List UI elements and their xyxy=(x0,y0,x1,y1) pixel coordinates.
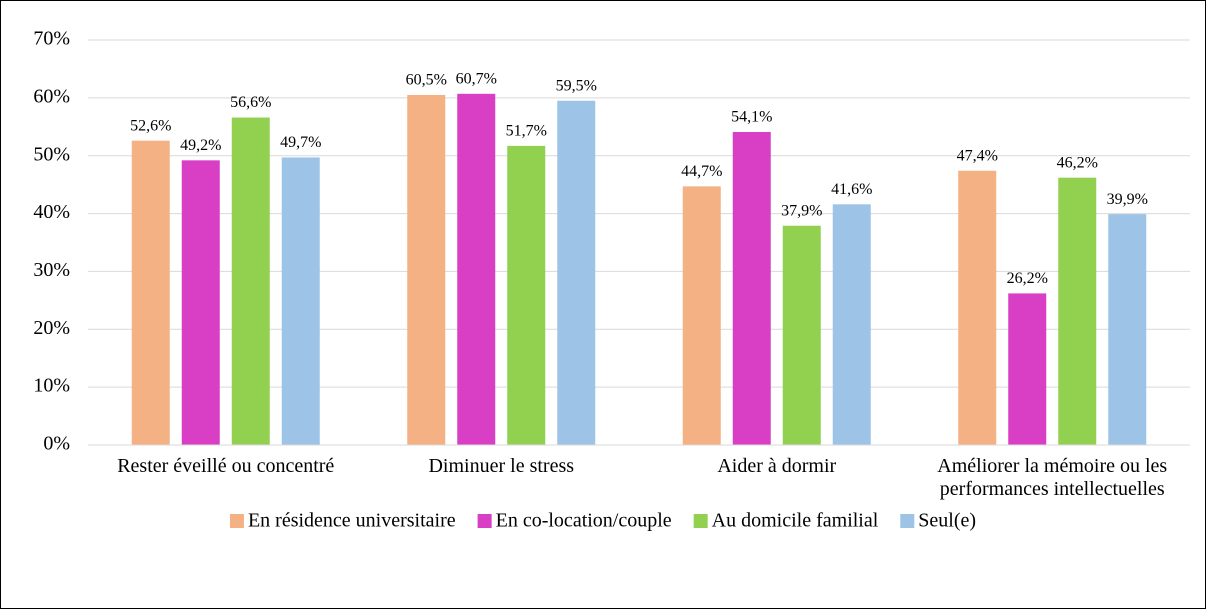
x-tick-label-box: Améliorer la mémoire ou les performances… xyxy=(937,455,1168,500)
value-label: 37,9% xyxy=(781,202,822,219)
legend-item: Seul(e) xyxy=(900,510,976,532)
bar xyxy=(231,117,270,446)
value-label: 47,4% xyxy=(957,147,998,164)
x-tick-label: Rester éveillé ou concentré xyxy=(117,455,335,477)
y-tick-label: 10% xyxy=(33,375,70,397)
bar xyxy=(732,131,771,445)
x-tick-label: Diminuer le stress xyxy=(428,455,575,477)
bar xyxy=(782,225,821,445)
x-tick-label: Améliorer la mémoire ou les performances… xyxy=(937,455,1168,500)
value-label: 46,2% xyxy=(1057,154,1098,171)
value-label: 26,2% xyxy=(1007,270,1048,287)
bar xyxy=(181,160,220,446)
bar xyxy=(1108,214,1147,445)
y-tick-label: 30% xyxy=(33,259,70,281)
legend-label: En résidence universitaire xyxy=(248,510,456,532)
bar xyxy=(281,157,320,445)
bar xyxy=(832,204,871,445)
x-tick-label: Aider à dormir xyxy=(717,455,837,477)
legend-item: En co-location/couple xyxy=(477,510,672,532)
bar xyxy=(958,170,997,445)
x-tick-label-box: Diminuer le stress xyxy=(428,455,575,477)
legend-swatch xyxy=(477,514,492,528)
y-tick-label: 20% xyxy=(33,317,70,339)
bar xyxy=(557,100,596,445)
value-label: 52,6% xyxy=(130,117,171,134)
value-label: 49,7% xyxy=(280,134,321,151)
bar xyxy=(1008,293,1047,445)
bar xyxy=(507,145,546,445)
legend-swatch xyxy=(900,514,915,528)
value-label: 44,7% xyxy=(681,163,722,180)
legend-label: Seul(e) xyxy=(918,510,976,532)
legend-item: Au domicile familial xyxy=(693,510,879,532)
y-tick-label: 0% xyxy=(43,433,70,455)
legend-label: En co-location/couple xyxy=(496,510,672,532)
value-label: 39,9% xyxy=(1107,191,1148,208)
y-tick-label: 50% xyxy=(33,143,70,165)
y-tick-label: 40% xyxy=(33,201,70,223)
y-tick-label: 70% xyxy=(33,28,70,50)
legend-item: En résidence universitaire xyxy=(229,510,456,532)
value-label: 60,7% xyxy=(456,70,497,87)
legend-swatch xyxy=(229,514,244,528)
value-label: 54,1% xyxy=(731,109,772,126)
y-tick-label: 60% xyxy=(33,85,70,107)
bar xyxy=(131,140,170,445)
bar xyxy=(407,94,446,445)
value-label: 51,7% xyxy=(506,123,547,140)
legend-label: Au domicile familial xyxy=(712,510,879,532)
value-label: 41,6% xyxy=(831,181,872,198)
legend-swatch xyxy=(693,514,708,528)
x-tick-label-box: Rester éveillé ou concentré xyxy=(117,455,335,477)
bar xyxy=(457,93,496,446)
value-label: 60,5% xyxy=(406,72,447,89)
x-tick-label-box: Aider à dormir xyxy=(717,455,837,477)
value-label: 59,5% xyxy=(556,77,597,94)
value-label: 49,2% xyxy=(180,137,221,154)
bar xyxy=(682,186,721,445)
value-label: 56,6% xyxy=(230,94,271,111)
bar xyxy=(1058,177,1097,445)
